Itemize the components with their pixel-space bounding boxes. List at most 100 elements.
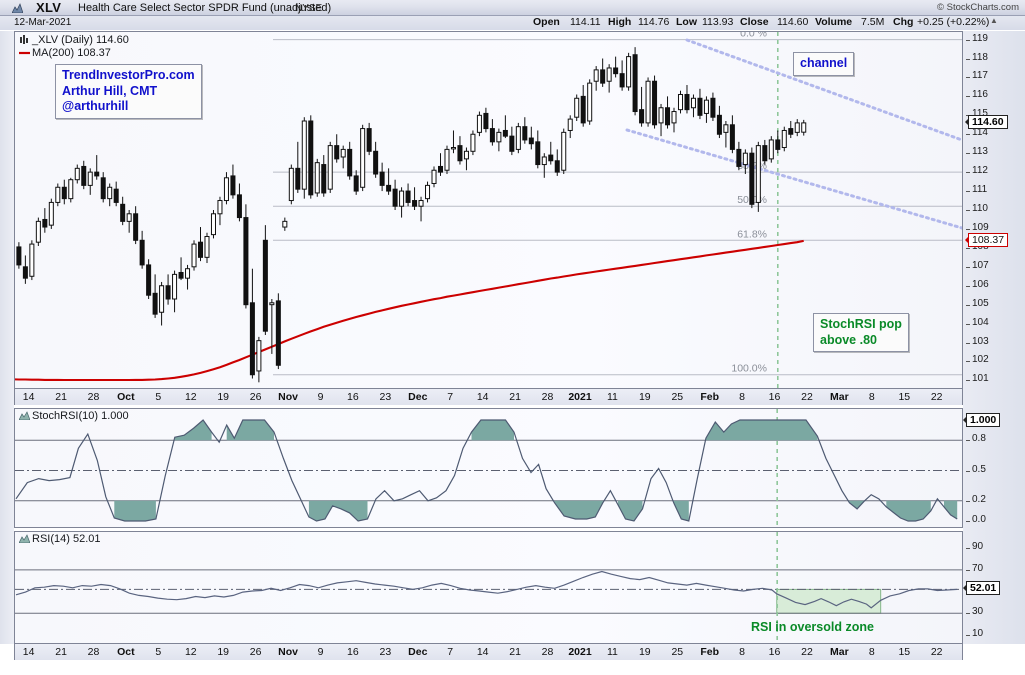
x-axis-label: 8 <box>868 646 875 658</box>
price-y-label: 119 <box>972 32 988 44</box>
rsi-y-tick <box>966 548 970 550</box>
price-y-tick <box>966 266 970 268</box>
x-axis-label: 16 <box>347 646 359 658</box>
rsi-value-tag: 52.01 <box>962 581 1001 596</box>
x-axis-label: Oct <box>117 391 135 403</box>
high-label: High <box>608 16 632 28</box>
stochrsi-y-tick <box>966 440 970 442</box>
svg-text:0.0 %: 0.0 % <box>740 32 767 40</box>
stochrsi-y-label: 0.8 <box>972 433 986 445</box>
x-axis-label: 15 <box>898 391 911 403</box>
x-axis-label: 26 <box>249 391 262 403</box>
right-axis-gutter <box>963 31 1025 644</box>
x-axis-label: 12 <box>184 391 197 403</box>
low-label: Low <box>676 16 697 28</box>
last-price-tag: 114.60 <box>965 114 1008 129</box>
price-y-tick <box>966 380 970 382</box>
open-value: 114.11 <box>570 16 601 28</box>
price-y-label: 106 <box>972 278 989 290</box>
x-axis-label: 28 <box>541 646 554 658</box>
price-y-label: 104 <box>972 316 989 328</box>
high-value: 114.76 <box>638 16 670 28</box>
x-axis-label: 19 <box>638 391 651 403</box>
close-label: Close <box>740 16 769 28</box>
chg-arrow-icon: ▲ <box>990 16 998 25</box>
rsi-legend: RSI(14) 52.01 <box>19 533 100 545</box>
rsi-pane-background <box>15 532 962 643</box>
volume-value: 7.5M <box>861 16 885 28</box>
price-y-label: 109 <box>972 221 989 233</box>
price-y-tick <box>966 58 970 60</box>
price-y-label: 102 <box>972 354 989 366</box>
price-y-label: 103 <box>972 335 989 347</box>
x-axis-label: 16 <box>347 391 359 403</box>
price-y-label: 110 <box>972 203 988 214</box>
price-y-label: 118 <box>972 51 988 63</box>
watermark-callout: TrendInvestorPro.com Arthur Hill, CMT @a… <box>55 64 202 119</box>
svg-text:100.0%: 100.0% <box>731 363 767 375</box>
ticker-symbol: XLV <box>36 0 62 15</box>
x-axis-label: 16 <box>768 646 781 658</box>
rsi-y-tick <box>966 569 970 571</box>
stochrsi-pane[interactable]: StochRSI(10) 1.000 <box>14 408 963 528</box>
rsi-legend-text: RSI(14) 52.01 <box>32 533 101 545</box>
x-axis-label: Oct <box>117 646 135 658</box>
stochrsi-y-label: 0.2 <box>972 493 986 505</box>
x-axis-label: 26 <box>249 646 262 658</box>
price-y-tick <box>966 304 970 306</box>
price-pane[interactable]: 0.0 %38.2%50.0%61.8%100.0% TrendInvestor… <box>14 31 963 389</box>
x-axis-label: 5 <box>155 646 162 658</box>
stochrsi-y-label: 0.5 <box>972 463 986 475</box>
x-axis-label: 14 <box>476 646 489 658</box>
indicator-icon <box>19 534 30 543</box>
rsi-y-label: 10 <box>972 628 984 639</box>
price-y-tick <box>966 134 970 136</box>
price-y-label: 111 <box>972 184 988 196</box>
x-axis-label: 7 <box>447 646 454 658</box>
price-y-tick <box>966 228 970 230</box>
stochrsi-pop-callout: StochRSI pop above .80 <box>813 313 909 353</box>
x-axis-label: 25 <box>671 646 684 658</box>
stockcharts-credit: © StockCharts.com <box>937 2 1019 13</box>
price-y-tick <box>966 361 970 363</box>
price-plot: 0.0 %38.2%50.0%61.8%100.0% <box>15 32 962 388</box>
chart-icon <box>12 3 23 13</box>
open-label: Open <box>533 16 560 28</box>
x-axis-label: 28 <box>87 646 100 658</box>
x-axis-label: Mar <box>830 391 849 403</box>
x-axis-label: 14 <box>22 646 35 658</box>
x-axis-label: 8 <box>868 391 875 403</box>
price-y-tick <box>966 153 970 155</box>
price-legend-main: _XLV (Daily) 114.60 <box>19 34 129 46</box>
x-axis-label: 22 <box>930 391 943 403</box>
close-value: 114.60 <box>777 16 809 28</box>
x-axis-label: Mar <box>830 646 849 658</box>
x-axis-label: 19 <box>217 391 230 403</box>
left-gutter <box>0 31 14 644</box>
chg-value: +0.25 (+0.22%) <box>917 16 990 28</box>
price-y-label: 113 <box>972 146 988 158</box>
x-axis-label: 2021 <box>568 646 592 658</box>
x-axis-label: Feb <box>700 646 720 658</box>
price-y-label: 114 <box>972 127 988 139</box>
x-axis-label: 21 <box>509 391 521 403</box>
chg-label: Chg <box>893 16 914 28</box>
x-axis-label: 21 <box>55 646 67 658</box>
fund-name: Health Care Select Sector SPDR Fund (una… <box>78 2 332 14</box>
rsi-pane[interactable]: RSI(14) 52.01 RSI in oversold zone <box>14 531 963 644</box>
rsi-y-tick <box>966 635 970 636</box>
rsi-y-label: 90 <box>972 541 984 553</box>
x-axis-label: 14 <box>22 391 35 403</box>
low-value: 113.93 <box>702 16 734 28</box>
rsi-y-label: 30 <box>972 606 984 618</box>
x-axis-label: Dec <box>408 646 428 658</box>
price-y-tick <box>966 39 970 41</box>
x-axis-label: 9 <box>317 646 324 658</box>
price-y-label: 116 <box>972 89 988 101</box>
price-y-tick <box>966 96 970 98</box>
candle-icon <box>19 35 30 44</box>
volume-label: Volume <box>815 16 853 28</box>
price-y-label: 101 <box>972 373 989 385</box>
x-axis-label: 5 <box>155 391 162 403</box>
x-axis-label: 11 <box>606 391 618 403</box>
